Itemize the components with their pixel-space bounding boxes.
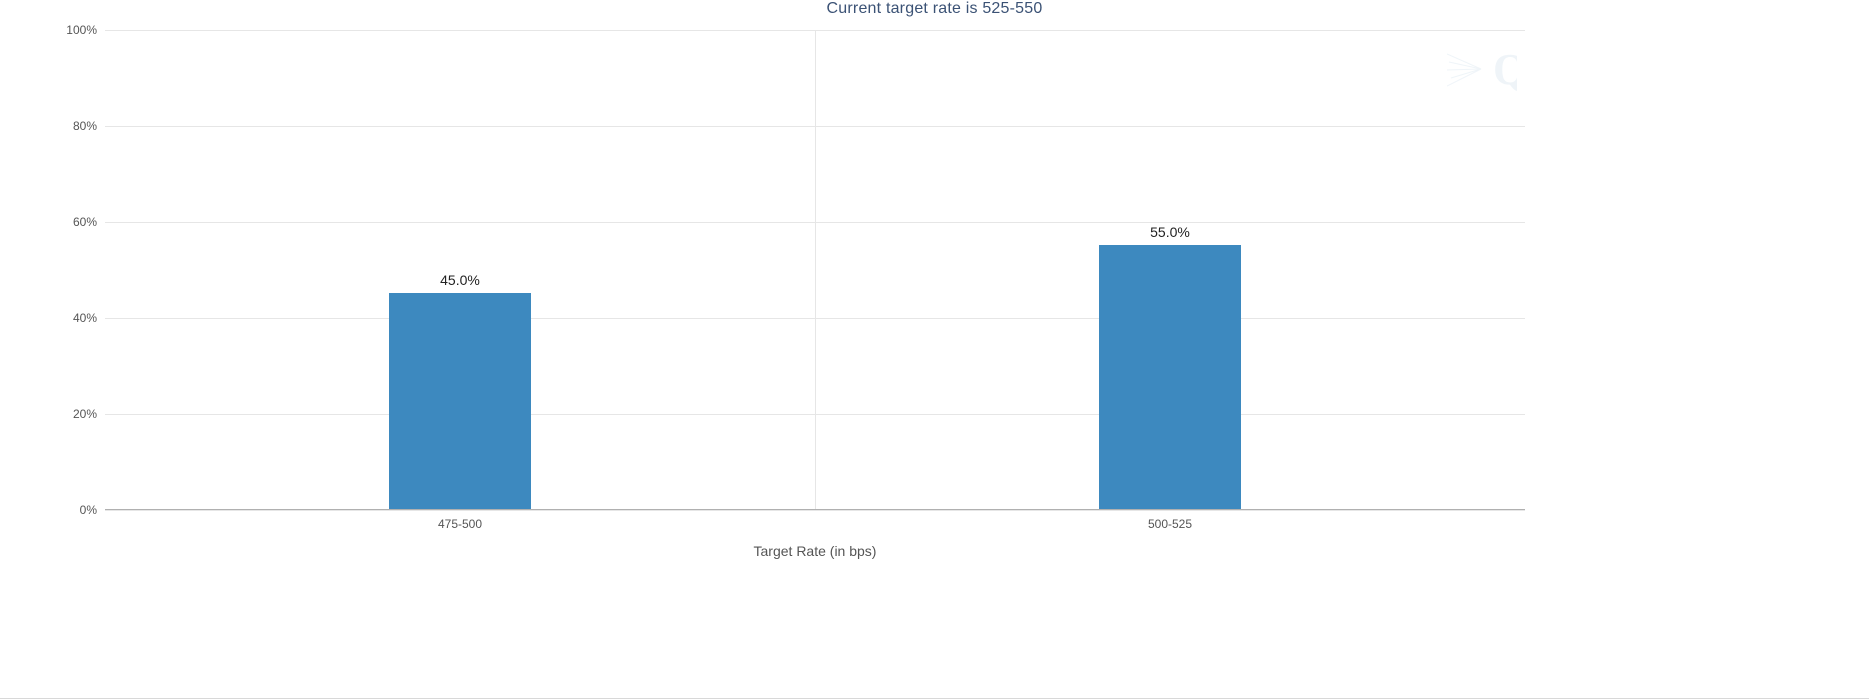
x-tick-label: 475-500 bbox=[438, 517, 482, 531]
y-tick-label: 60% bbox=[73, 215, 97, 229]
svg-text:Q: Q bbox=[1493, 45, 1517, 94]
x-tick-label: 500-525 bbox=[1148, 517, 1192, 531]
x-gridline bbox=[815, 30, 816, 509]
chart-title: Current target rate is 525-550 bbox=[0, 0, 1869, 18]
watermark-logo: Q bbox=[1447, 34, 1517, 104]
bar[interactable] bbox=[389, 293, 531, 509]
y-tick-label: 40% bbox=[73, 311, 97, 325]
y-gridline bbox=[105, 510, 1525, 511]
plot-area: Q 0%20%40%60%80%100%45.0%475-50055.0%500… bbox=[105, 30, 1525, 510]
y-tick-label: 20% bbox=[73, 407, 97, 421]
y-tick-label: 100% bbox=[66, 23, 97, 37]
bar-value-label: 55.0% bbox=[1150, 224, 1190, 246]
bar-value-label: 45.0% bbox=[440, 272, 480, 294]
x-axis-title: Target Rate (in bps) bbox=[754, 543, 877, 559]
y-tick-label: 0% bbox=[80, 503, 97, 517]
bar[interactable] bbox=[1099, 245, 1241, 509]
target-rate-bar-chart: Current target rate is 525-550 Q 0%20%40… bbox=[0, 0, 1869, 699]
y-tick-label: 80% bbox=[73, 119, 97, 133]
